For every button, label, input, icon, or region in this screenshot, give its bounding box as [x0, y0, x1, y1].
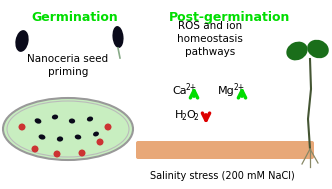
Text: Post-germination: Post-germination — [169, 11, 291, 24]
Text: Mg: Mg — [218, 86, 235, 96]
FancyBboxPatch shape — [136, 141, 314, 159]
Text: ROS and ion
homeostasis
pathways: ROS and ion homeostasis pathways — [177, 21, 243, 57]
Text: 2: 2 — [182, 114, 187, 122]
Circle shape — [32, 146, 39, 153]
Text: Salinity stress (200 mM NaCl): Salinity stress (200 mM NaCl) — [150, 171, 294, 181]
Text: 2: 2 — [194, 114, 199, 122]
Circle shape — [19, 123, 26, 130]
Ellipse shape — [113, 26, 124, 48]
Ellipse shape — [57, 136, 63, 142]
Text: Nanoceria seed
priming: Nanoceria seed priming — [28, 54, 109, 77]
Ellipse shape — [15, 30, 29, 52]
Circle shape — [105, 123, 112, 130]
Ellipse shape — [39, 134, 45, 140]
Circle shape — [78, 149, 86, 156]
Ellipse shape — [87, 116, 93, 122]
Ellipse shape — [75, 135, 81, 139]
Text: Germination: Germination — [32, 11, 119, 24]
Circle shape — [53, 150, 60, 157]
Text: O: O — [186, 110, 195, 120]
Text: 2+: 2+ — [233, 84, 244, 92]
Text: 2+: 2+ — [186, 84, 197, 92]
Ellipse shape — [35, 118, 42, 124]
Text: Ca: Ca — [172, 86, 187, 96]
Ellipse shape — [286, 42, 308, 60]
Ellipse shape — [69, 119, 75, 124]
Text: H: H — [175, 110, 183, 120]
Ellipse shape — [52, 115, 58, 119]
Circle shape — [97, 139, 104, 146]
Ellipse shape — [3, 98, 133, 160]
Ellipse shape — [307, 40, 329, 58]
Ellipse shape — [93, 132, 99, 136]
